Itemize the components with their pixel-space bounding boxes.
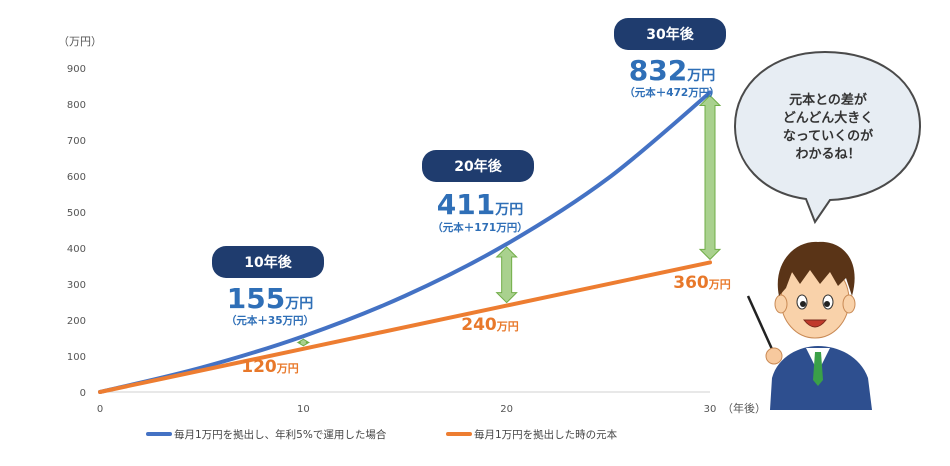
bubble-line-3: なっていくのが bbox=[783, 128, 873, 144]
y-tick-label: 800 bbox=[67, 100, 86, 111]
y-tick-label: 900 bbox=[67, 64, 86, 75]
x-tick-labels: 0 10 20 30 bbox=[97, 404, 717, 415]
series-line-invested bbox=[98, 90, 712, 394]
value-detail: （元本＋35万円） bbox=[226, 314, 314, 327]
legend-label-orange: 毎月1万円を拠出した時の元本 bbox=[474, 428, 618, 441]
x-tick-label: 10 bbox=[297, 404, 310, 415]
period-label: 10年後 bbox=[244, 254, 292, 271]
period-pill bbox=[212, 246, 324, 278]
period-pill bbox=[614, 18, 726, 50]
y-tick-label: 600 bbox=[67, 172, 86, 183]
ear-left bbox=[774, 294, 788, 314]
y-tick-label: 200 bbox=[67, 316, 86, 327]
y-tick-label: 0 bbox=[80, 388, 86, 399]
pupil-left bbox=[800, 301, 806, 307]
y-tick-label: 500 bbox=[67, 208, 86, 219]
bubble-shape bbox=[733, 50, 922, 225]
pointer-stick bbox=[746, 295, 778, 359]
value-label: 832万円 bbox=[629, 54, 715, 87]
ear-right bbox=[842, 294, 856, 314]
value-label: 155万円 bbox=[227, 282, 313, 315]
mouth bbox=[802, 319, 828, 328]
value-detail: （元本＋171万円） bbox=[432, 221, 527, 234]
hand bbox=[765, 347, 783, 365]
y-axis-unit: （万円） bbox=[58, 35, 102, 48]
x-tick-label: 0 bbox=[97, 404, 103, 415]
period-pill bbox=[422, 150, 534, 182]
speech-bubble: 元本との差が どんどん大きく なっていくのが わかるね！ bbox=[733, 50, 922, 225]
x-tick-label: 30 bbox=[704, 404, 717, 415]
series-lines bbox=[98, 90, 712, 394]
gap-arrow bbox=[698, 94, 722, 261]
gap-arrow bbox=[495, 246, 518, 304]
series-line-principal bbox=[98, 260, 712, 394]
legend-label-blue: 毎月1万円を拠出し、年利5%で運用した場合 bbox=[174, 428, 387, 441]
period-label: 30年後 bbox=[646, 26, 694, 43]
x-axis-unit: （年後） bbox=[722, 401, 766, 415]
principal-label: 240万円 bbox=[461, 315, 519, 335]
legend: 毎月1万円を拠出し、年利5%で運用した場合 毎月1万円を拠出した時の元本 bbox=[146, 428, 618, 441]
pupil-right bbox=[824, 301, 830, 307]
y-tick-label: 700 bbox=[67, 136, 86, 147]
bubble-line-1: 元本との差が bbox=[789, 92, 867, 108]
character-illustration bbox=[746, 241, 872, 410]
gap-arrows bbox=[296, 94, 722, 347]
y-tick-label: 100 bbox=[67, 352, 86, 363]
bubble-line-4: わかるね！ bbox=[795, 147, 860, 162]
y-tick-label: 400 bbox=[67, 244, 86, 255]
principal-label: 360万円 bbox=[673, 273, 731, 293]
annotations: 10年後 155万円（元本＋35万円） 120万円 20年後 411万円（元本＋171万… bbox=[212, 18, 731, 377]
y-tick-label: 300 bbox=[67, 280, 86, 291]
hair bbox=[777, 241, 855, 296]
gap-arrow bbox=[296, 338, 311, 347]
y-tick-labels: 0 100 200 300 400 500 600 700 800 900 bbox=[67, 64, 86, 399]
x-tick-label: 20 bbox=[500, 404, 513, 415]
value-detail: （元本＋472万円） bbox=[624, 86, 719, 99]
value-label: 411万円 bbox=[437, 188, 523, 221]
period-label: 20年後 bbox=[454, 158, 502, 175]
necktie bbox=[813, 352, 823, 386]
bubble-line-2: どんどん大きく bbox=[783, 110, 874, 126]
principal-label: 120万円 bbox=[241, 357, 299, 377]
